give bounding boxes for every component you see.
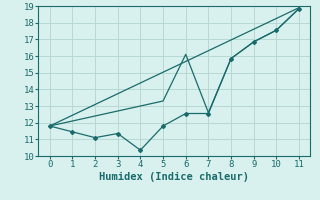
X-axis label: Humidex (Indice chaleur): Humidex (Indice chaleur) [100, 172, 249, 182]
